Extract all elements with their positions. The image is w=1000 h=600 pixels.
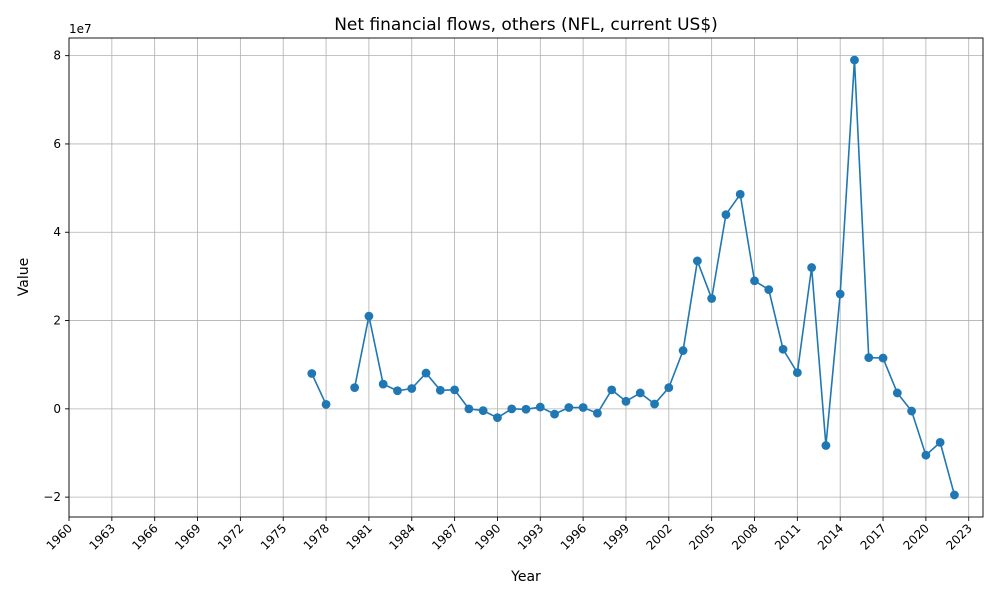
data-point [350,383,360,393]
grid-lines [68,38,983,517]
x-tick-label: 1987 [429,521,460,552]
data-point [393,386,402,396]
x-tick-label: 1981 [344,521,375,552]
data-point [750,276,759,286]
data-point [792,368,802,378]
x-tick-label: 1963 [86,521,117,552]
x-tick-label: 2008 [729,521,760,552]
y-offset-text: 1e7 [69,22,92,36]
data-point [921,450,931,460]
data-point [607,385,617,395]
data-point [364,311,374,321]
data-point [564,403,574,412]
data-point [864,353,874,363]
x-tick-label: 2020 [900,521,931,552]
y-tick-label: 2 [53,314,61,328]
series-line [311,60,956,496]
data-point [907,406,916,416]
x-axis-label: Year [510,569,541,585]
y-tick-label: 8 [53,49,61,63]
x-tick-label: 2017 [858,521,889,552]
data-point [378,379,388,389]
data-point [321,400,331,409]
x-tick-label: 2014 [815,521,846,552]
data-point [664,383,674,393]
data-point [950,490,959,500]
x-tick-label: 1972 [215,521,246,552]
x-tick-label: 1999 [601,521,632,552]
data-point [678,346,688,355]
x-tick-label: 1993 [515,521,546,552]
data-point [878,353,888,363]
data-point [850,55,859,65]
data-point [450,385,459,395]
y-tick-label: 4 [53,225,61,239]
x-tick-label: 1969 [172,521,203,552]
x-tick-label: 2023 [943,521,974,552]
chart-title: Net financial flows, others (NFL, curren… [334,15,718,35]
data-point [550,409,559,419]
y-axis-label: Value [16,258,32,296]
y-tick-label: 0 [53,402,61,416]
data-point [935,437,945,447]
data-point [692,256,702,266]
data-point [435,385,445,395]
x-tick-label: 2005 [686,521,717,552]
plot-frame [68,37,984,518]
data-point [835,289,845,299]
y-axis: −2 0 2 4 6 8 [43,49,69,504]
x-tick-label: 1990 [472,521,503,552]
data-point [464,404,474,414]
data-point [593,408,602,418]
data-point [578,403,588,412]
data-point [707,294,717,303]
data-point [478,406,488,415]
data-point [407,384,417,393]
series-line-segment [353,60,956,496]
data-point [807,263,817,272]
data-point [764,285,774,295]
x-axis: 1960 1963 1966 1969 1972 1975 1978 1981 1984 1987… [44,517,975,553]
x-tick-label: 1984 [386,521,417,552]
data-point [621,396,631,406]
data-point [650,399,659,409]
x-tick-label: 1996 [558,521,589,552]
data-point [721,210,731,219]
y-tick-label: −2 [43,490,61,504]
data-point [421,368,431,378]
series-line-segment [311,373,327,405]
data-point [307,369,317,378]
x-tick-label: 1975 [258,521,289,552]
x-tick-label: 2002 [643,521,674,552]
data-point [521,404,531,414]
x-tick-label: 2011 [772,521,803,552]
data-point [507,404,517,414]
data-point [735,189,745,199]
data-point [821,441,831,450]
x-tick-label: 1960 [44,521,75,552]
x-tick-label: 1966 [129,521,160,552]
series-points [307,55,959,500]
data-point [535,402,545,412]
data-point [778,344,788,354]
y-tick-label: 6 [53,137,61,151]
data-point [493,413,502,423]
data-point [892,388,902,398]
data-point [635,388,645,398]
x-tick-label: 1978 [301,521,332,552]
